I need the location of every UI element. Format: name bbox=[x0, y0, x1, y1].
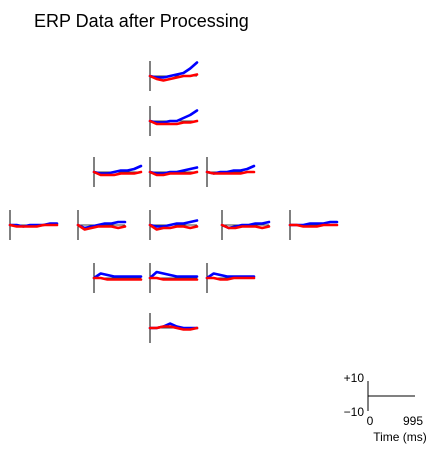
erp-line bbox=[288, 223, 339, 228]
erp-line bbox=[148, 270, 199, 280]
erp-line bbox=[92, 170, 143, 177]
scale-y-label: +10 bbox=[344, 371, 365, 385]
erp-line bbox=[148, 223, 199, 231]
erp-line bbox=[205, 272, 256, 280]
erp-line bbox=[148, 73, 199, 82]
erp-line bbox=[92, 272, 143, 280]
erp-line bbox=[148, 109, 199, 124]
scale-x-title: Time (ms) bbox=[373, 430, 427, 444]
erp-line bbox=[76, 223, 127, 231]
erp-line bbox=[148, 325, 199, 331]
scale-x-label: 0 bbox=[367, 414, 374, 428]
erp-line bbox=[148, 219, 199, 228]
erp-line bbox=[92, 276, 143, 281]
erp-line bbox=[148, 166, 199, 175]
erp-line bbox=[148, 170, 199, 177]
scale-x-label: 995 bbox=[403, 414, 423, 428]
chart-title: ERP Data after Processing bbox=[34, 11, 249, 31]
erp-line bbox=[205, 276, 256, 281]
erp-line bbox=[76, 220, 127, 230]
erp-line bbox=[92, 164, 143, 175]
erp-line bbox=[220, 223, 271, 230]
scale-y-label: −10 bbox=[344, 405, 365, 419]
erp-line bbox=[205, 170, 256, 175]
erp-line bbox=[8, 223, 59, 228]
erp-line bbox=[148, 276, 199, 281]
erp-line bbox=[148, 61, 199, 79]
erp-line bbox=[148, 119, 199, 126]
